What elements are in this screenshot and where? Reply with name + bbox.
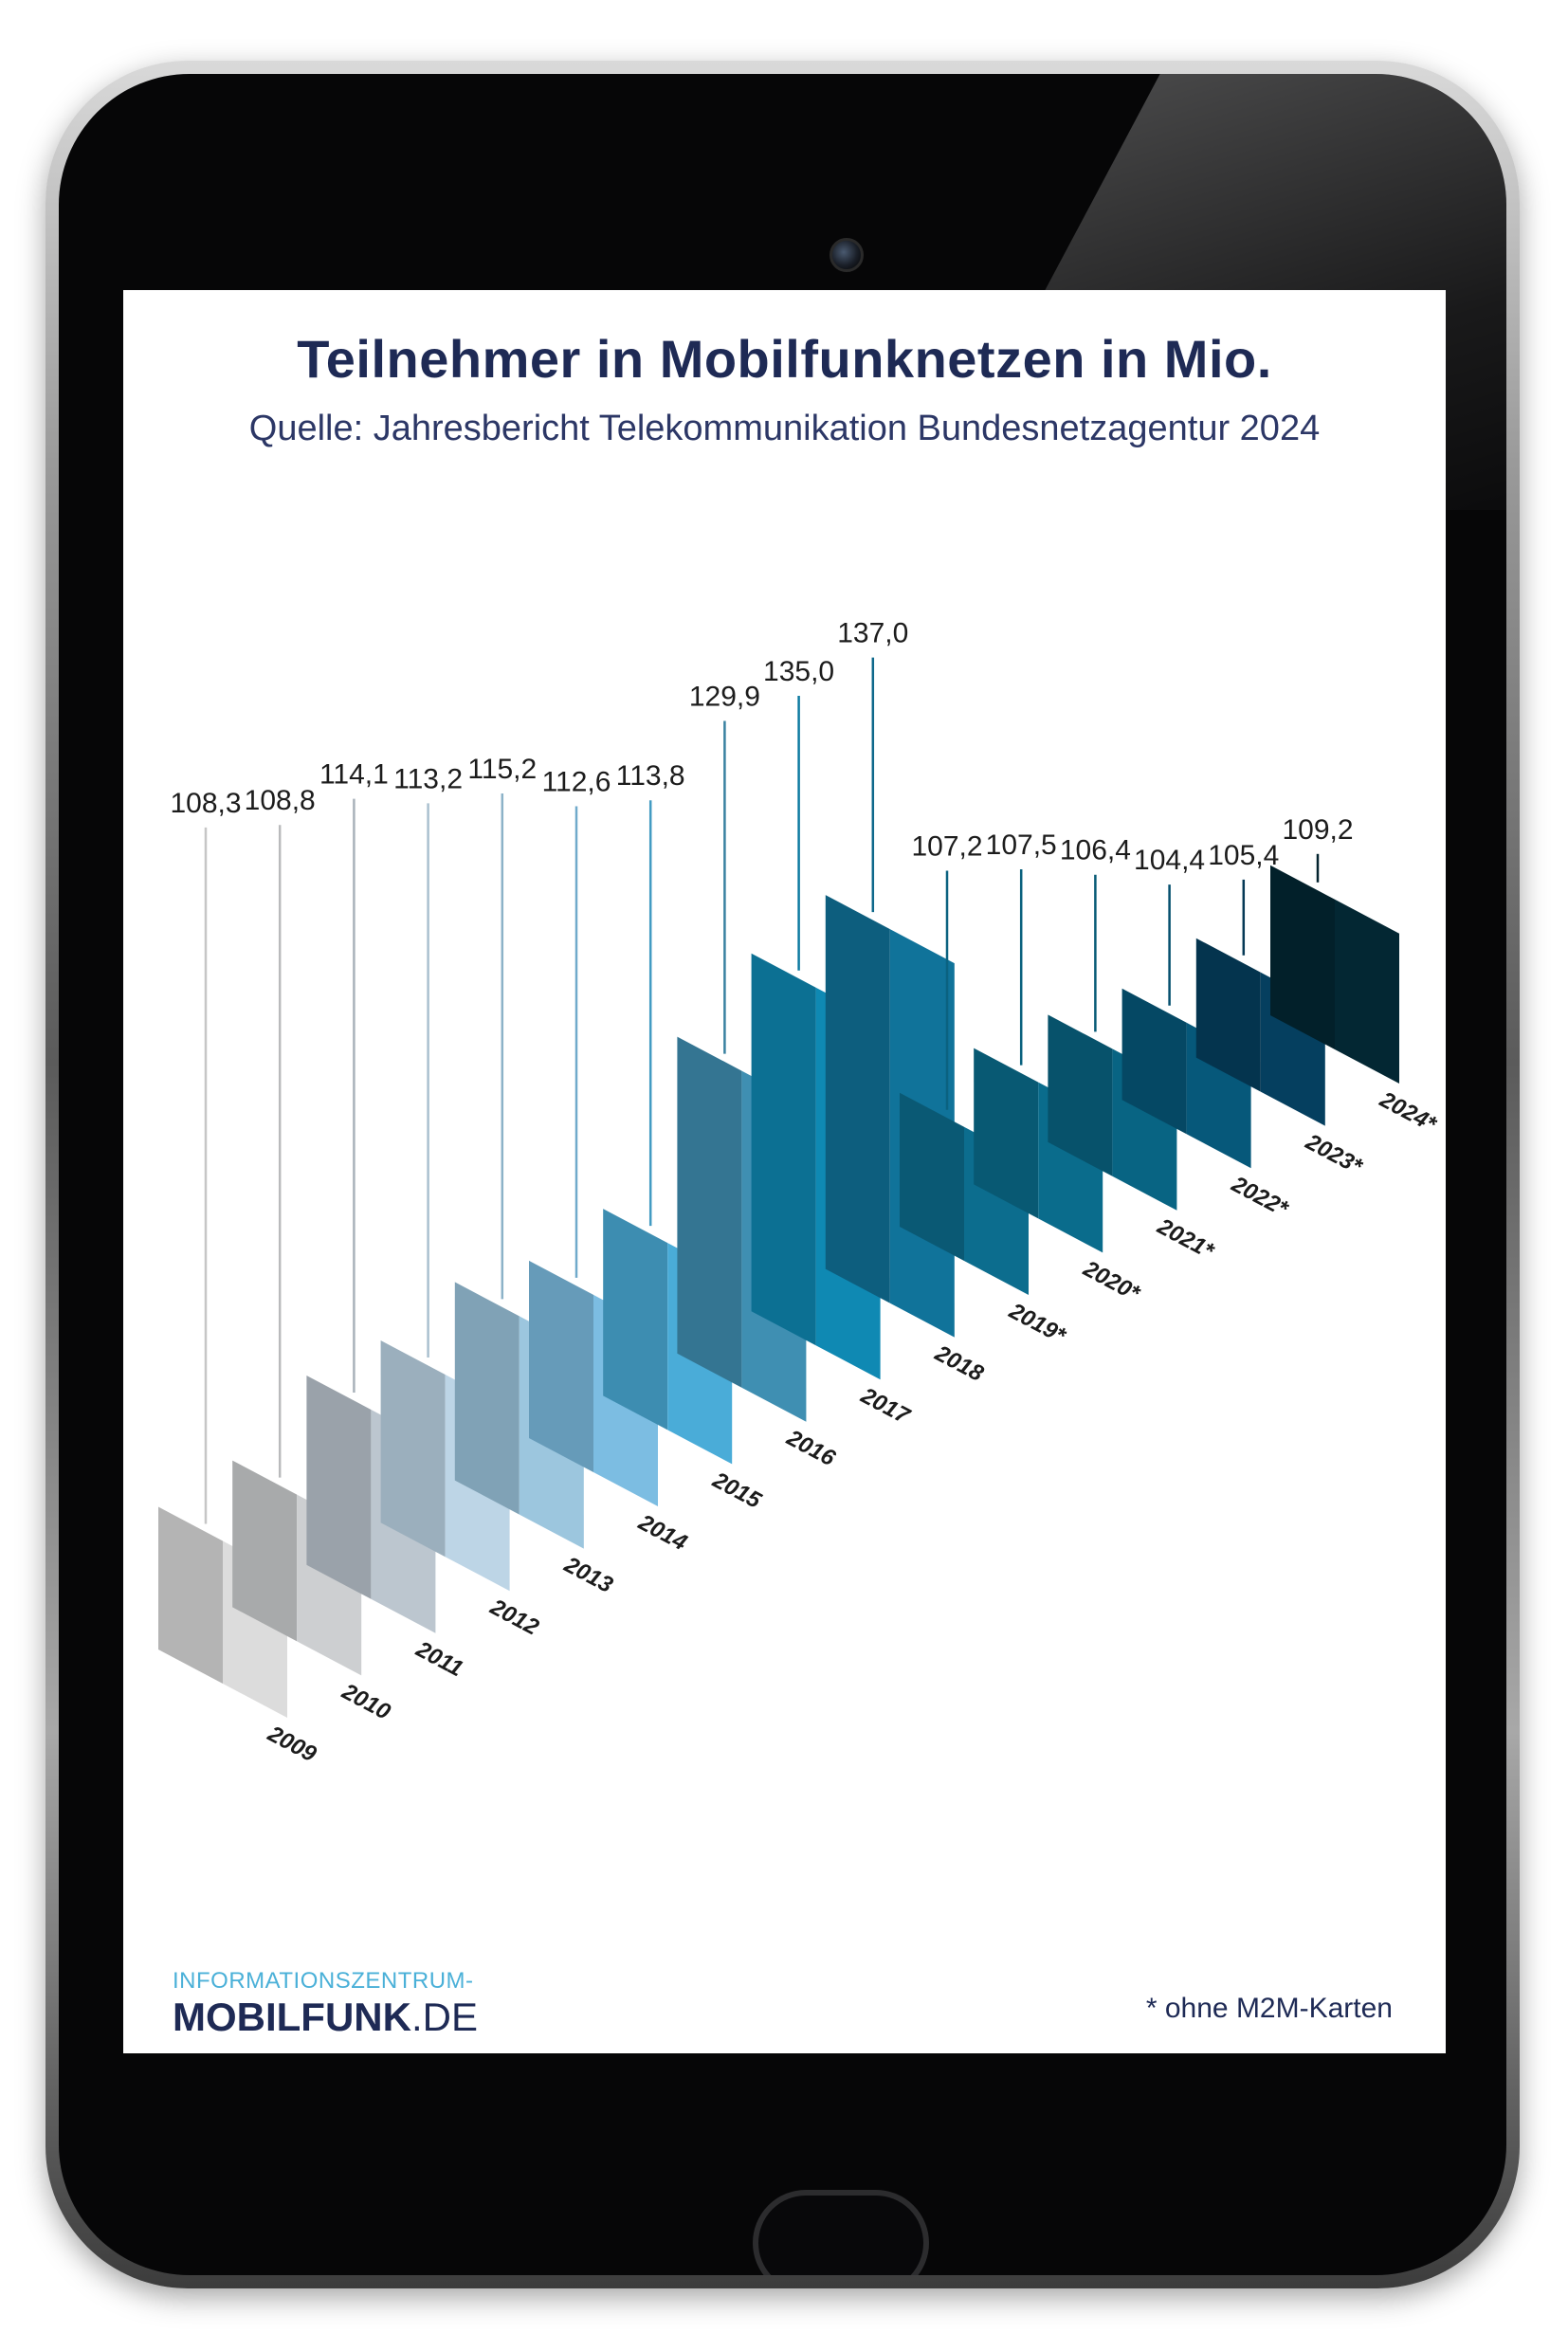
bar-side-face [1121, 988, 1187, 1135]
category-label: 2024* [1375, 1086, 1441, 1139]
bar-front-face [1335, 899, 1399, 1084]
bar-side-face [306, 1376, 372, 1599]
bars-group [158, 865, 1399, 1718]
bar-side-face [974, 1048, 1039, 1219]
chart-title: Teilnehmer in Mobilfunknetzen in Mio. [297, 329, 1272, 389]
bar-side-face [900, 1092, 964, 1261]
camera-icon [830, 238, 864, 272]
logo-line-top: INFORMATIONSZENTRUM- [173, 1968, 474, 1994]
bar-value-label: 129,9 [689, 682, 760, 713]
logo-brand: MOBILFUNK [173, 1995, 411, 2039]
bar-side-face [751, 953, 816, 1346]
category-label: 2020* [1079, 1255, 1145, 1307]
category-label: 2016 [782, 1425, 840, 1472]
category-label: 2009 [263, 1721, 320, 1768]
category-label: 2013 [559, 1552, 617, 1599]
bar-value-label: 115,2 [467, 754, 537, 785]
bar-side-face [1048, 1014, 1113, 1176]
footnote: * ohne M2M-Karten [1145, 1993, 1393, 2024]
bar-side-face [1195, 938, 1261, 1092]
bar-side-face [380, 1340, 446, 1558]
bar-side-face [232, 1460, 298, 1642]
bar-value-label: 137,0 [837, 618, 908, 649]
bar-value-label: 113,8 [616, 760, 685, 792]
bar-side-face [677, 1036, 742, 1388]
bar-side-face [454, 1282, 520, 1515]
bar-side-face [158, 1506, 223, 1684]
category-label: 2022* [1227, 1171, 1293, 1223]
category-label: 2018 [930, 1340, 988, 1388]
bar-value-label: 113,2 [393, 763, 463, 794]
bar-side-face [603, 1209, 668, 1431]
bar-side-face [825, 895, 890, 1303]
bar-side-face [529, 1260, 593, 1472]
category-label: 2011 [411, 1636, 467, 1683]
category-label: 2017 [856, 1382, 915, 1430]
bar-value-label: 107,2 [911, 831, 982, 863]
category-label: 2023* [1301, 1129, 1367, 1181]
bar-chart: 108,3 2009 108,8 2010 114,1 2011 113,2 2012 115,… [158, 618, 1442, 1768]
category-label: 2021* [1153, 1213, 1219, 1266]
bar-side-face [1270, 865, 1335, 1049]
logo-domain: .DE [410, 1995, 478, 2039]
category-label: 2010 [337, 1678, 395, 1725]
category-label: 2012 [485, 1594, 543, 1641]
home-button[interactable] [753, 2190, 929, 2275]
bar-value-label: 107,5 [986, 829, 1057, 861]
bar-value-label: 106,4 [1060, 835, 1131, 866]
chart-screen: Teilnehmer in Mobilfunknetzen in Mio. Qu… [123, 290, 1446, 2053]
bar-value-label: 114,1 [319, 759, 389, 791]
bar-value-label: 108,3 [170, 788, 241, 819]
bar-value-label: 112,6 [542, 766, 611, 797]
bar-value-label: 104,4 [1134, 845, 1205, 876]
bar-value-label: 108,8 [245, 785, 316, 816]
bar-value-label: 135,0 [763, 656, 834, 687]
category-label: 2015 [708, 1467, 766, 1514]
category-label: 2014 [633, 1509, 691, 1556]
bar-value-label: 105,4 [1208, 840, 1279, 871]
bar [1270, 865, 1399, 1084]
category-label: 2019* [1004, 1298, 1070, 1350]
chart-subtitle: Quelle: Jahresbericht Telekommunikation … [248, 409, 1321, 448]
bar-value-label: 109,2 [1282, 814, 1353, 846]
logo: INFORMATIONSZENTRUM- MOBILFUNK.DE [173, 1968, 478, 2038]
logo-line-bottom: MOBILFUNK.DE [173, 1996, 478, 2038]
